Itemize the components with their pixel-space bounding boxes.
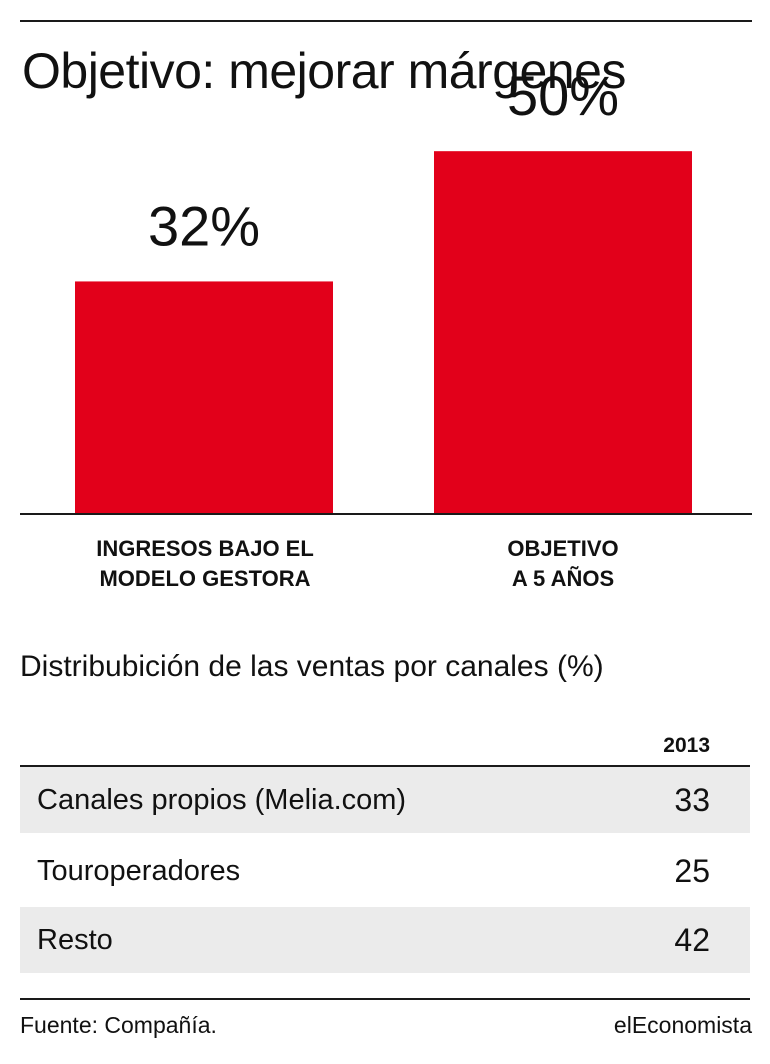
bottom-rule (20, 998, 750, 1000)
brand-logo-text: elEconomista (613, 1012, 752, 1038)
column-header-year: 2013 (663, 734, 710, 757)
row-value: 25 (674, 852, 710, 889)
table-row: Resto 42 (20, 907, 750, 973)
row-label: Resto (37, 923, 113, 956)
row-label: Canales propios (Melia.com) (37, 783, 407, 816)
category-label-objetivo: OBJETIVO A 5 AÑOS (507, 536, 619, 591)
source-note: Fuente: Compañía. (20, 1012, 217, 1038)
header-rule (20, 765, 750, 767)
category-label-ingresos: INGRESOS BAJO EL MODELO GESTORA (96, 536, 314, 591)
value-label-1: 50% (507, 64, 619, 127)
bar-1 (434, 151, 692, 513)
table-row: Touroperadores 25 (20, 838, 750, 904)
top-rule (20, 20, 752, 22)
bar-chart: 32% 50% (20, 64, 752, 515)
chart-title: Objetivo: mejorar márgenes (22, 43, 626, 99)
value-label-0: 32% (148, 194, 260, 257)
table-title: Distribubición de las ventas por canales… (20, 650, 604, 683)
table-row: Canales propios (Melia.com) 33 (20, 767, 750, 833)
row-value: 33 (674, 781, 710, 818)
row-label: Touroperadores (37, 854, 241, 887)
row-value: 42 (674, 921, 710, 958)
bar-0 (75, 281, 333, 513)
